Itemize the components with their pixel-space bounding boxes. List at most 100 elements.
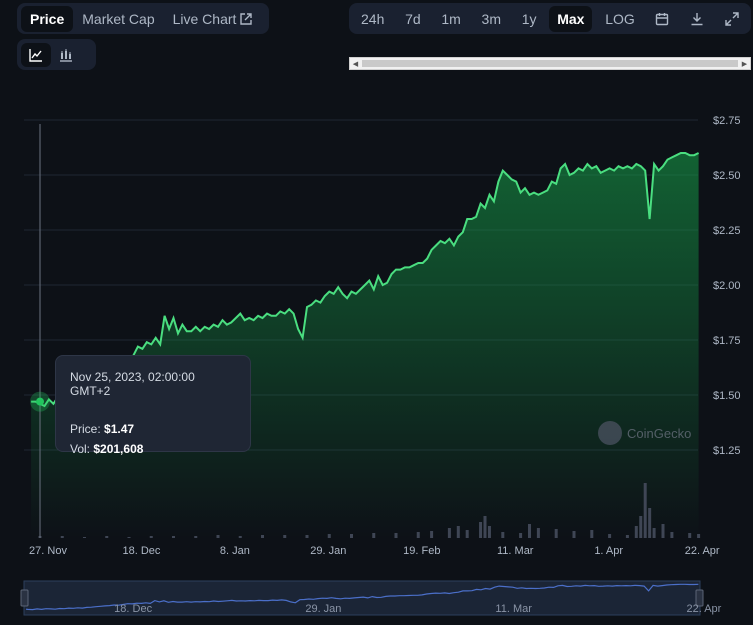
volume-bar [479,522,483,538]
tooltip-volume-row: Vol: $201,608 [70,442,236,456]
volume-bar [572,531,576,538]
tooltip-price-value: $1.47 [104,422,135,436]
volume-bar [83,537,86,538]
scroll-right-arrow-icon[interactable]: ▶ [741,60,748,68]
x-tick-label: 29. Jan [310,545,346,557]
hover-marker [36,397,44,406]
expand-icon [725,11,739,26]
calendar-icon [656,12,669,25]
scrollbar-thumb[interactable] [362,60,738,67]
volume-bar [652,528,656,538]
y-tick-label: $2.75 [713,115,741,127]
volume-bar [261,535,264,538]
volume-bar [590,530,594,538]
calendar-button[interactable] [647,6,677,32]
x-tick-label: 11. Mar [497,545,534,557]
tab-live-chart[interactable]: Live Chart [164,6,262,32]
volume-bar [697,534,701,538]
volume-bar [661,524,665,538]
volume-bar [456,526,460,538]
navigator-handle-right[interactable] [695,589,704,607]
external-link-icon [240,12,253,25]
volume-bar [127,537,131,538]
range-1m-button[interactable]: 1m [441,10,461,27]
volume-bar [483,516,487,538]
candlestick-chart-button[interactable] [51,43,81,67]
fullscreen-button[interactable] [717,6,747,32]
volume-bar [283,535,287,538]
scroll-left-arrow-icon[interactable]: ◀ [352,60,359,68]
volume-bar [554,529,558,538]
volume-bar [416,532,420,538]
download-icon [691,12,703,25]
volume-bar [639,516,643,538]
log-scale-button[interactable]: LOG [605,10,635,27]
x-tick-label: 1. Apr [594,545,623,557]
tooltip-price-row: Price: $1.47 [70,422,236,436]
range-24h-button[interactable]: 24h [361,10,385,27]
tab-live-chart-label: Live Chart [172,10,237,27]
line-chart-button[interactable] [21,42,51,67]
y-tick-label: $1.75 [713,335,741,347]
volume-bar [194,536,198,538]
y-tick-label: $2.50 [713,170,741,182]
volume-bar [350,534,353,538]
volume-bar [688,533,692,538]
navigator-handle-left[interactable] [20,589,29,607]
volume-bar [634,526,638,538]
navigator[interactable] [23,580,701,616]
chart-type-toggle [17,39,96,70]
range-3m-button[interactable]: 3m [481,10,501,27]
range-7d-button[interactable]: 7d [405,10,421,27]
tooltip-volume-label: Vol: [70,442,91,456]
volume-bar [501,532,505,538]
range-1y-button[interactable]: 1y [521,10,537,27]
coingecko-watermark: CoinGecko [598,421,691,445]
navigator-tick-label: 29. Jan [305,603,341,615]
volume-bar [519,533,523,538]
tooltip-date: Nov 25, 2023, 02:00:00 GMT+2 [70,370,195,398]
coingecko-logo-icon [598,421,622,445]
x-tick-label: 19. Feb [403,545,440,557]
volume-bar [216,535,220,538]
tooltip-price-label: Price: [70,422,101,436]
navigator-tick-label: 18. Dec [114,603,152,615]
y-tick-label: $2.25 [713,225,741,237]
volume-bar [608,534,612,538]
navigator-tick-label: 11. Mar [495,603,532,615]
x-tick-label: 22. Apr [685,545,720,557]
volume-bar [447,528,451,538]
tab-market-cap[interactable]: Market Cap [82,10,155,27]
price-line [31,152,700,408]
volume-bar [238,536,242,538]
volume-bar [60,536,64,538]
volume-bar [670,532,674,538]
volume-bar [430,531,434,538]
navigator-tick-label: 22. Apr [686,603,721,615]
volume-bar [327,534,331,538]
metric-tabs: Price Market Cap Live Chart [17,3,269,34]
range-max-button[interactable]: Max [549,5,593,32]
tab-price[interactable]: Price [21,5,74,32]
y-tick-label: $1.25 [713,445,741,457]
volume-bar [648,508,652,538]
tooltip-volume-value: $201,608 [93,442,144,456]
line-chart-icon [29,48,42,62]
volume-bar [536,528,540,538]
navigator-line [25,583,699,611]
time-range-selector: 24h 7d 1m 3m 1y Max LOG [349,3,751,34]
x-tick-label: 27. Nov [29,545,67,557]
volume-bar [372,533,376,538]
volume-bar [643,483,647,538]
x-tick-label: 8. Jan [220,545,250,557]
download-button[interactable] [682,6,712,32]
volume-bar [625,535,629,538]
volume-bar [528,524,531,538]
range-scrollbar[interactable]: ◀ ▶ [349,57,751,70]
volume-bar [487,526,491,538]
candlestick-chart-icon [60,48,72,62]
volume-bar [149,536,153,538]
volume-bar [465,530,469,538]
volume-bar [172,536,175,538]
